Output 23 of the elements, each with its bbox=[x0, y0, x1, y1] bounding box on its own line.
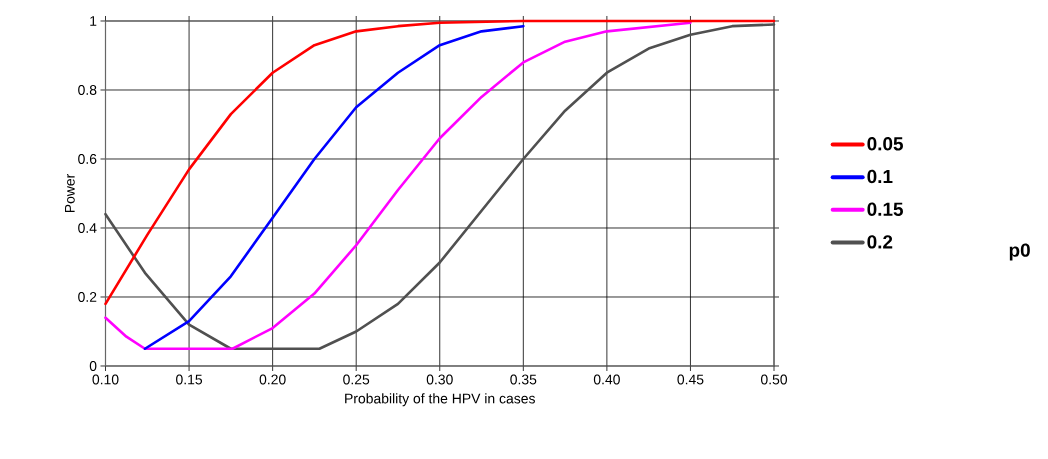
x-tick-label: 0.45 bbox=[677, 374, 704, 385]
legend-label: 0.15 bbox=[867, 202, 903, 216]
y-tick-label: 0.6 bbox=[78, 154, 97, 164]
legend-label: 0.1 bbox=[867, 169, 893, 184]
x-tick-label: 0.20 bbox=[259, 374, 286, 385]
y-tick-label: 0.4 bbox=[78, 223, 97, 233]
x-tick-label: 0.50 bbox=[760, 374, 788, 385]
x-tick-label: 0.25 bbox=[343, 374, 370, 385]
legend-label: 0.2 bbox=[867, 235, 893, 249]
x-tick-label: 0.35 bbox=[510, 374, 537, 385]
x-tick-label: 0.15 bbox=[176, 374, 203, 385]
x-axis-title: Probability of the HPV in cases bbox=[345, 393, 535, 407]
y-tick-label: 0 bbox=[89, 361, 97, 371]
legend-label: 0.05 bbox=[867, 137, 903, 151]
y-tick-label: 0.2 bbox=[78, 292, 97, 302]
x-tick-label: 0.30 bbox=[426, 374, 453, 385]
x-tick-label: 0.40 bbox=[593, 374, 620, 385]
y-tick-label: 1 bbox=[90, 16, 97, 26]
y-axis-title: Power bbox=[65, 173, 75, 213]
line-series bbox=[143, 24, 525, 351]
y-tick-label: 0.8 bbox=[78, 85, 97, 95]
legend-title: p0 bbox=[1009, 243, 1030, 261]
x-tick-label: 0.10 bbox=[92, 374, 119, 385]
